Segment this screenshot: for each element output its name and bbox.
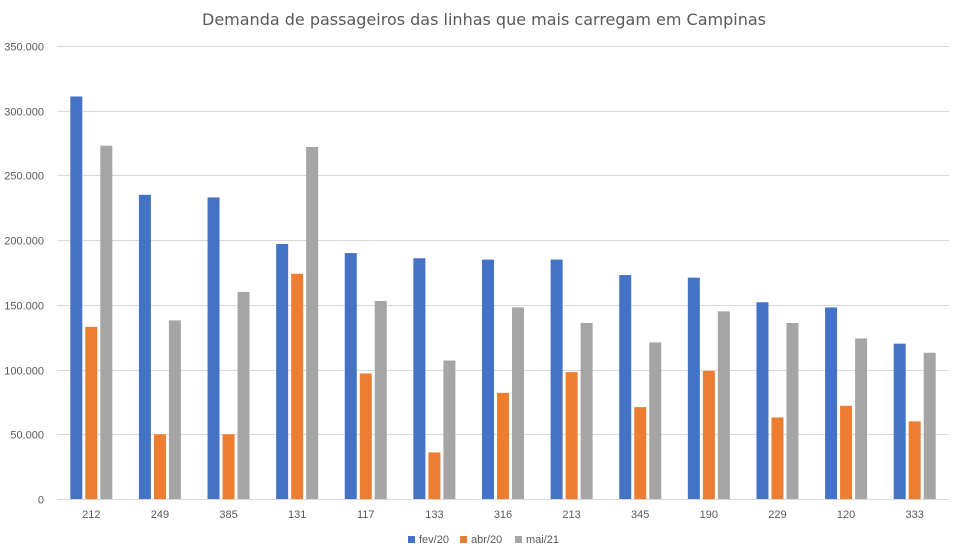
bar-abr-20-133 xyxy=(428,452,441,499)
legend: fev/20 abr/20 mai/21 xyxy=(408,534,559,546)
y-tick-label: 150.000 xyxy=(4,301,44,313)
x-tick-label: 213 xyxy=(562,509,580,521)
x-tick-label: 229 xyxy=(768,509,786,521)
legend-label: mai/21 xyxy=(526,534,559,546)
bar-fev-20-316 xyxy=(482,259,494,499)
bar-fev-20-131 xyxy=(276,244,289,499)
legend-swatch xyxy=(408,536,415,543)
y-tick-label: 350.000 xyxy=(4,42,44,54)
bar-fev-20-385 xyxy=(207,197,220,499)
bar-mai-21-131 xyxy=(306,146,319,499)
x-tick-label: 131 xyxy=(288,509,306,521)
chart-title: Demanda de passageiros das linhas que ma… xyxy=(202,10,766,29)
bar-mai-21-212 xyxy=(100,145,113,499)
bar-abr-20-213 xyxy=(565,372,578,499)
y-tick-label: 200.000 xyxy=(4,236,44,248)
x-tick-label: 190 xyxy=(700,509,718,521)
bar-abr-20-212 xyxy=(85,326,98,499)
bar-fev-20-345 xyxy=(619,275,632,499)
bar-fev-20-249 xyxy=(138,194,151,500)
bar-fev-20-213 xyxy=(550,259,563,499)
bar-fev-20-133 xyxy=(413,258,426,499)
y-tick-label: 100.000 xyxy=(4,366,44,378)
y-tick-label: 300.000 xyxy=(4,107,44,119)
bar-abr-20-385 xyxy=(222,434,235,499)
x-tick-label: 345 xyxy=(631,509,649,521)
legend-label: abr/20 xyxy=(471,534,502,546)
bar-mai-21-133 xyxy=(443,360,456,499)
bar-mai-21-345 xyxy=(649,342,662,499)
bar-mai-21-249 xyxy=(168,320,181,499)
bar-abr-20-131 xyxy=(291,273,304,499)
legend-swatch xyxy=(515,536,522,543)
bars xyxy=(70,96,936,500)
bar-mai-21-120 xyxy=(855,338,868,499)
bar-fev-20-333 xyxy=(893,343,906,499)
bar-mai-21-316 xyxy=(512,307,524,499)
x-tick-label: 133 xyxy=(425,509,443,521)
bar-abr-20-120 xyxy=(840,405,853,499)
bar-fev-20-229 xyxy=(756,302,769,499)
x-tick-label: 120 xyxy=(837,509,855,521)
bar-fev-20-212 xyxy=(70,96,83,499)
bar-abr-20-316 xyxy=(497,392,509,499)
bar-abr-20-249 xyxy=(153,434,166,499)
x-tick-label: 249 xyxy=(151,509,169,521)
y-tick-label: 250.000 xyxy=(4,171,44,183)
bar-abr-20-229 xyxy=(771,417,784,499)
x-tick-label: 385 xyxy=(219,509,237,521)
y-tick-label: 50.000 xyxy=(10,430,44,442)
bar-mai-21-117 xyxy=(374,300,387,499)
bar-abr-20-333 xyxy=(908,421,921,499)
legend-swatch xyxy=(460,536,467,543)
bar-fev-20-117 xyxy=(344,253,357,499)
gridlines: 0 50.000 100.000 150.000 200.000 250.000 300.0… xyxy=(4,42,949,507)
bar-mai-21-385 xyxy=(237,291,250,499)
legend-label: fev/20 xyxy=(419,534,449,546)
bar-fev-20-120 xyxy=(825,307,838,499)
x-tick-label: 117 xyxy=(357,509,375,521)
x-axis-ticks: 212 249 385 131 117 133 316 213 345 190 229 120 333 xyxy=(82,509,924,521)
bar-mai-21-333 xyxy=(923,352,936,499)
bar-abr-20-345 xyxy=(634,407,647,499)
bar-mai-21-190 xyxy=(717,311,730,499)
bar-abr-20-190 xyxy=(702,370,715,499)
bar-mai-21-229 xyxy=(786,322,799,499)
bar-abr-20-117 xyxy=(359,373,372,499)
x-tick-label: 316 xyxy=(494,509,512,521)
x-tick-label: 333 xyxy=(906,509,924,521)
x-tick-label: 212 xyxy=(82,509,100,521)
bar-mai-21-213 xyxy=(580,322,593,499)
bar-fev-20-190 xyxy=(687,277,700,499)
y-tick-label: 0 xyxy=(38,495,44,507)
